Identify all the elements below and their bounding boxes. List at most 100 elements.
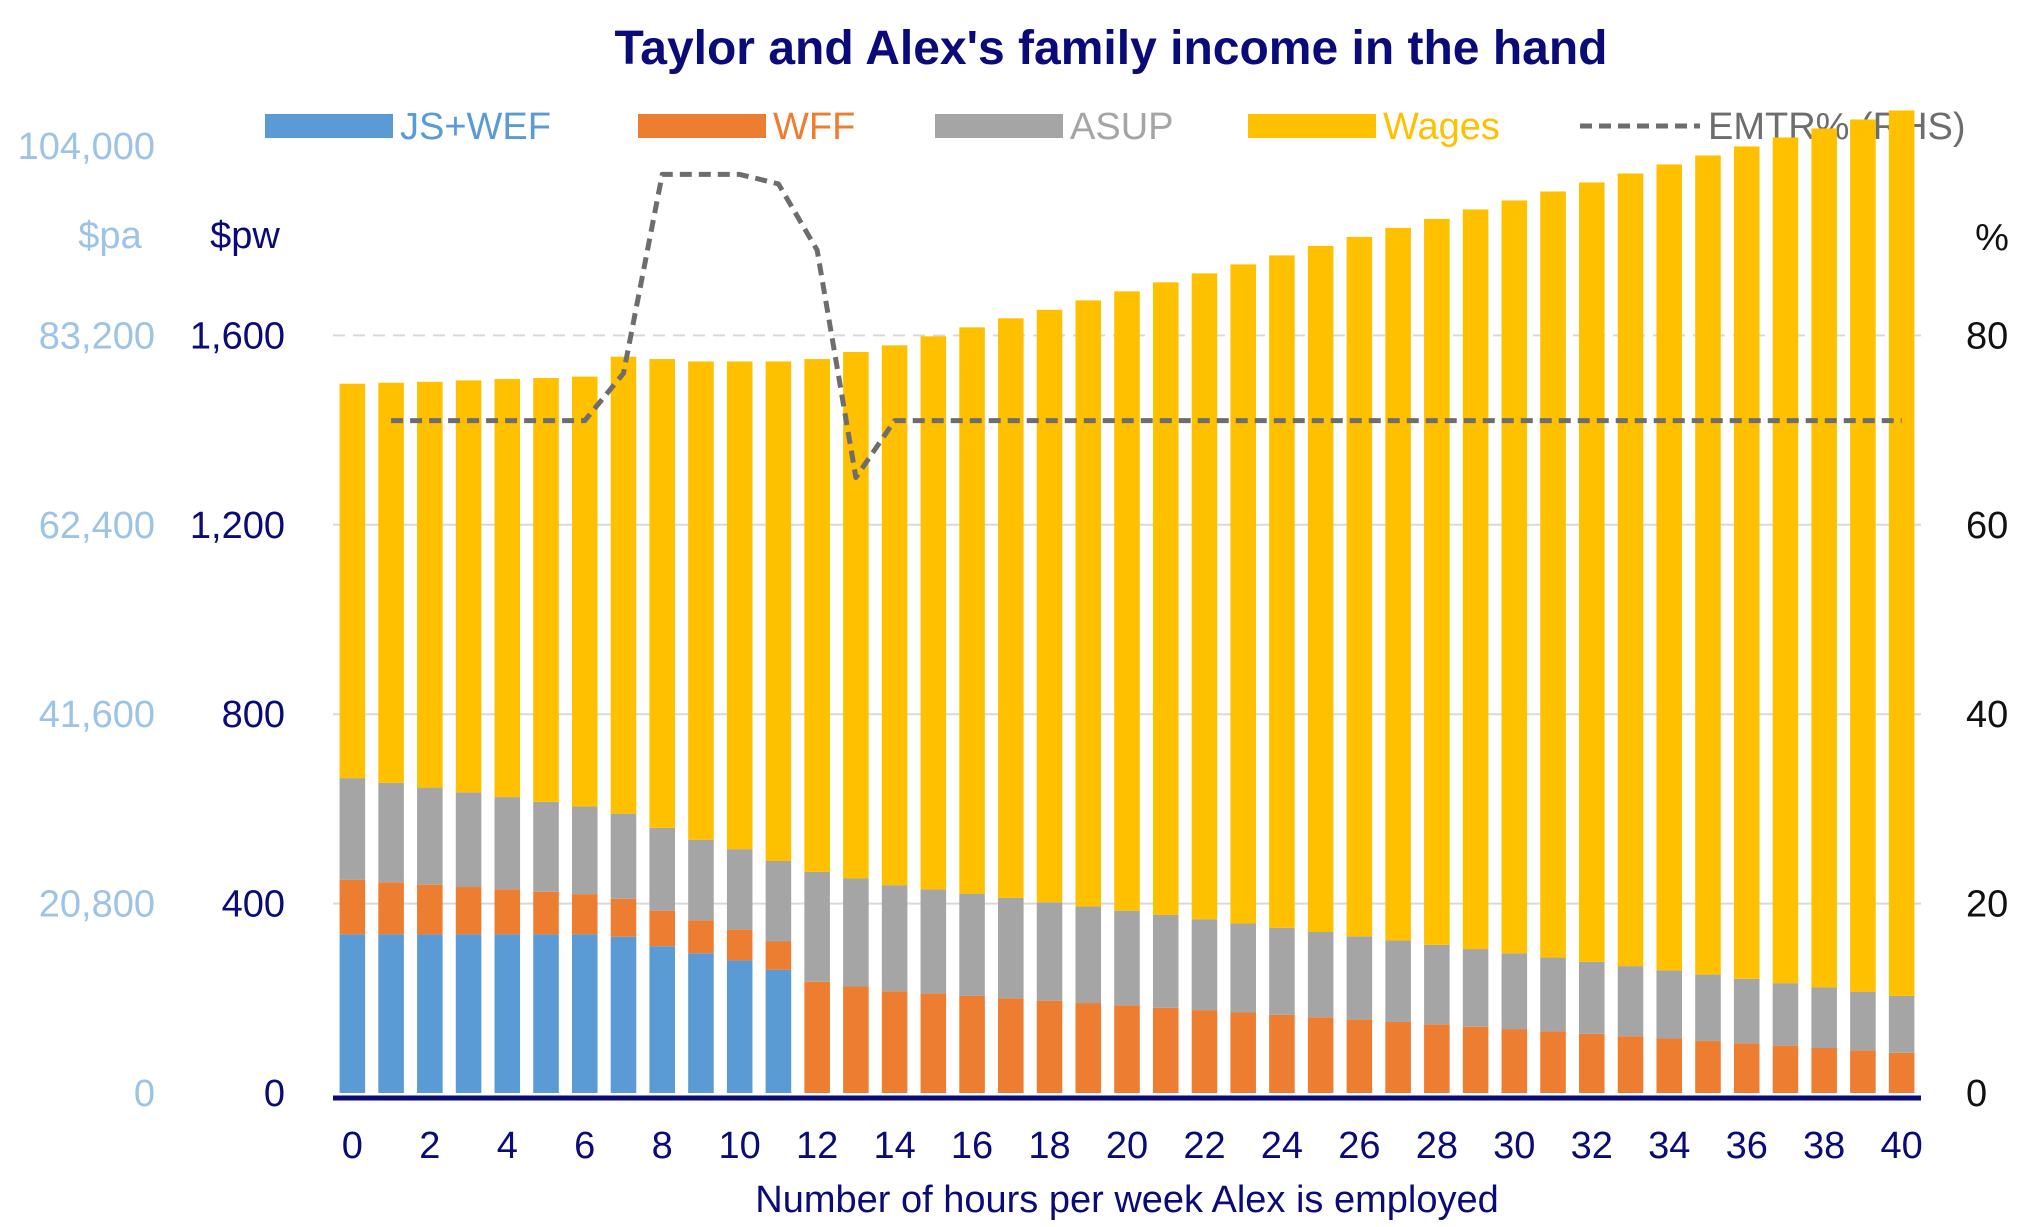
bar-wff xyxy=(339,879,366,935)
bar-asup xyxy=(1695,974,1721,1041)
x-tick: 14 xyxy=(873,1125,915,1167)
emtr-line-path xyxy=(391,171,1902,480)
bar-wff xyxy=(1733,1043,1760,1093)
legend-label: Wages xyxy=(1383,106,1500,148)
x-tick: 10 xyxy=(719,1125,761,1167)
bar-wff xyxy=(1075,1003,1102,1093)
legend: JS+WEF WFF ASUP Wages EMTR% (RHS) xyxy=(265,106,1966,148)
bar-js-wef xyxy=(533,934,559,1093)
bar-asup xyxy=(688,839,714,921)
bar-wff xyxy=(726,929,753,961)
bar-js-wef xyxy=(494,934,521,1093)
y-axis-ticks-pw: 0 400 800 1,200 1,600 xyxy=(190,315,285,1115)
bar-js-wef xyxy=(726,960,753,1093)
y-tick-pa: 104,000 xyxy=(18,126,155,168)
bar-asup xyxy=(1114,910,1140,1006)
x-tick: 28 xyxy=(1416,1125,1458,1167)
bar-wff xyxy=(1888,1052,1915,1093)
bar-wff xyxy=(1191,1010,1218,1093)
bar-wff xyxy=(1811,1048,1837,1093)
bar-wages xyxy=(1346,236,1373,937)
bar-wff xyxy=(1230,1012,1256,1093)
bar-js-wef xyxy=(688,953,714,1093)
bar-wages xyxy=(804,359,830,872)
bar-wff xyxy=(1462,1026,1489,1093)
x-tick: 0 xyxy=(342,1125,363,1167)
bar-asup xyxy=(1501,953,1528,1030)
bar-wff xyxy=(1540,1031,1566,1093)
x-tick: 16 xyxy=(951,1125,993,1167)
x-axis-label: Number of hours per week Alex is employe… xyxy=(755,1179,1498,1221)
x-tick: 38 xyxy=(1803,1125,1845,1167)
bar-wages xyxy=(1036,309,1063,903)
bar-wff xyxy=(1269,1014,1295,1093)
bar-wages xyxy=(1191,273,1218,920)
bar-asup xyxy=(610,813,637,899)
bar-wages xyxy=(1075,300,1102,907)
bar-wff xyxy=(688,920,714,954)
x-tick: 24 xyxy=(1261,1125,1303,1167)
bar-wages xyxy=(1540,191,1566,958)
bar-asup xyxy=(1811,987,1837,1049)
bar-asup xyxy=(1075,906,1102,1004)
bar-wages xyxy=(1230,264,1256,924)
bar-wages xyxy=(1462,209,1489,950)
legend-swatch xyxy=(638,114,766,138)
bars xyxy=(339,110,1915,1093)
bar-wages xyxy=(1501,200,1528,954)
bar-wff xyxy=(1114,1005,1140,1093)
x-tick: 26 xyxy=(1338,1125,1380,1167)
emtr-line xyxy=(391,171,1902,480)
bar-wages xyxy=(1695,155,1721,975)
bar-wages xyxy=(920,336,947,890)
bar-wages xyxy=(688,361,714,840)
y-tick-pw: 1,200 xyxy=(190,505,285,547)
bar-wages xyxy=(649,359,676,828)
bar-wff xyxy=(378,882,404,935)
y-tick-pa: 0 xyxy=(134,1073,155,1115)
y-tick-pw: 1,600 xyxy=(190,315,285,357)
bar-asup xyxy=(881,885,908,992)
bar-wages xyxy=(1307,245,1334,933)
bar-wff xyxy=(1656,1038,1683,1093)
bar-wff xyxy=(959,995,985,1093)
bar-wages xyxy=(998,318,1024,898)
bar-wff xyxy=(920,993,947,1093)
bar-wages xyxy=(1733,146,1760,979)
legend-swatch xyxy=(265,114,393,138)
bar-wages xyxy=(881,345,908,886)
bar-wff xyxy=(881,991,908,1093)
bar-asup xyxy=(649,827,676,911)
bar-wages xyxy=(494,378,521,798)
x-axis-ticks: 0 2 4 6 8 10 12 14 16 18 20 22 24 26 28 30 32 34 36 38 40 xyxy=(342,1125,1923,1167)
bar-js-wef xyxy=(765,969,792,1093)
bar-wff xyxy=(571,894,598,935)
bar-asup xyxy=(571,806,598,895)
bar-asup xyxy=(1462,949,1489,1027)
x-tick: 2 xyxy=(419,1125,440,1167)
y-tick-pa: 41,600 xyxy=(39,694,155,736)
y-tick-pw: 400 xyxy=(222,884,285,926)
y2-tick: 20 xyxy=(1966,884,2008,926)
bar-wff xyxy=(1578,1033,1605,1093)
bar-wff xyxy=(765,941,792,970)
x-tick: 22 xyxy=(1183,1125,1225,1167)
y2-tick: 80 xyxy=(1966,315,2008,357)
y-tick-pa: 62,400 xyxy=(39,505,155,547)
bar-wff xyxy=(1385,1021,1411,1093)
bar-wages xyxy=(765,361,792,861)
x-tick: 30 xyxy=(1493,1125,1535,1167)
bar-asup xyxy=(1772,983,1799,1046)
bar-wff xyxy=(998,998,1024,1093)
bar-wages xyxy=(378,382,404,783)
bar-asup xyxy=(494,797,521,890)
bar-asup xyxy=(920,889,947,994)
bar-js-wef xyxy=(339,934,366,1093)
bar-asup xyxy=(1385,940,1411,1022)
bar-wff xyxy=(417,884,443,935)
bar-wages xyxy=(1850,119,1876,992)
y2-tick: 40 xyxy=(1966,694,2008,736)
bar-wff xyxy=(455,887,482,935)
x-tick: 34 xyxy=(1648,1125,1690,1167)
